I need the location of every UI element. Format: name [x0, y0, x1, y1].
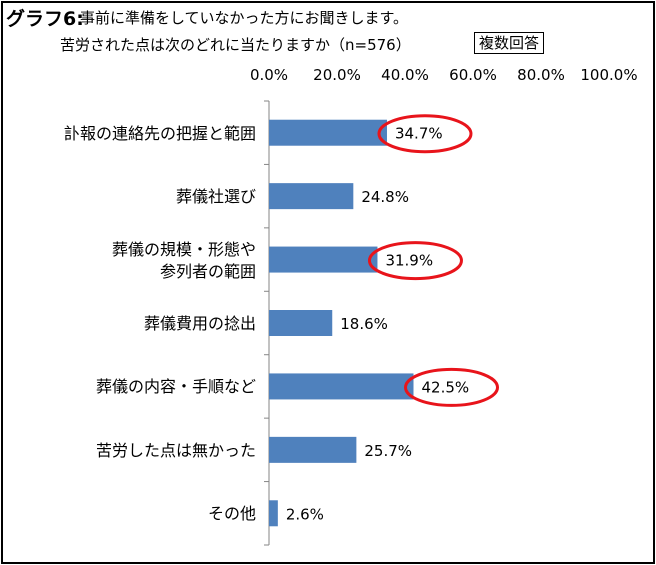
- bar: [269, 500, 278, 527]
- highlight-circle: [367, 241, 463, 281]
- x-tick-label: 20.0%: [313, 66, 361, 84]
- category-label: その他: [207, 504, 256, 524]
- chart-subtitle: 苦労された点は次のどれに当たりますか（n=576）: [60, 36, 411, 54]
- bar: [269, 246, 378, 273]
- chart-title: 事前に準備をしていなかった方にお聞きします。: [80, 9, 409, 27]
- bar: [269, 436, 357, 463]
- highlight-circle: [404, 367, 499, 407]
- bar: [269, 183, 354, 210]
- x-tick-label: 40.0%: [381, 66, 429, 84]
- bar: [269, 373, 414, 400]
- x-tick-label: 0.0%: [250, 66, 288, 84]
- data-label: 2.6%: [286, 505, 324, 523]
- x-tick-label: 100.0%: [580, 66, 637, 84]
- category-label: 葬儀の規模・形態や 参列者の範囲: [111, 239, 256, 281]
- bar: [269, 310, 333, 336]
- chart-title-prefix: グラフ6:: [6, 8, 84, 30]
- data-label: 31.9%: [385, 252, 433, 270]
- x-tick-label: 60.0%: [449, 66, 497, 84]
- category-label: 葬儀の内容・手順など: [95, 377, 256, 397]
- bar: [269, 119, 387, 146]
- data-label: 18.6%: [340, 315, 388, 333]
- x-tick-label: 80.0%: [517, 66, 565, 84]
- highlight-circle: [377, 114, 473, 154]
- data-label: 25.7%: [364, 442, 412, 460]
- data-label: 42.5%: [422, 378, 470, 396]
- category-label: 苦労した点は無かった: [95, 440, 256, 460]
- category-label: 葬儀社選び: [175, 187, 256, 207]
- category-label: 葬儀費用の捻出: [143, 314, 256, 333]
- data-label: 24.8%: [361, 188, 409, 206]
- multiple-answer-badge: 複数回答: [474, 32, 545, 54]
- data-label: 34.7%: [395, 125, 443, 143]
- category-label: 訃報の連絡先の把握と範囲: [63, 123, 256, 143]
